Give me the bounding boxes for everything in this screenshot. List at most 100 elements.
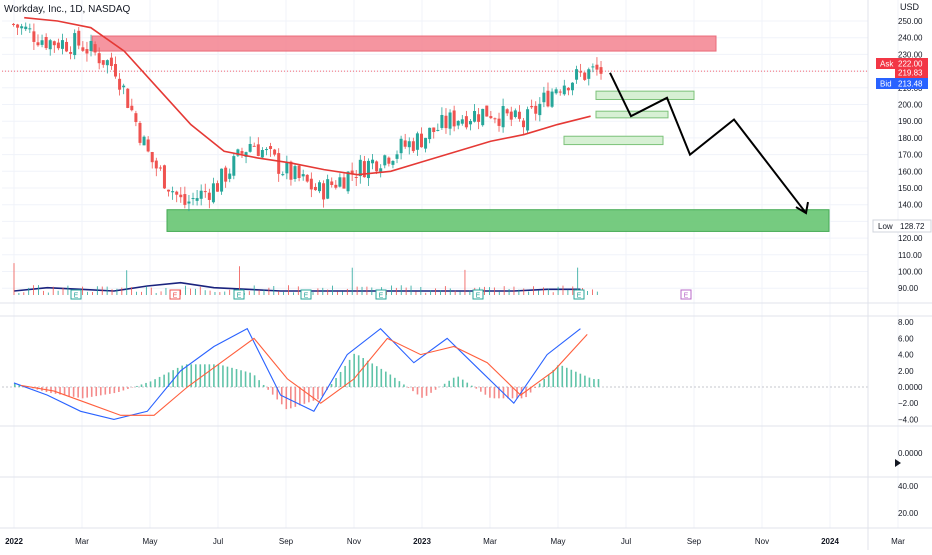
resistance-zone bbox=[92, 36, 716, 51]
candle-body bbox=[90, 41, 93, 51]
candle-body bbox=[408, 141, 411, 147]
candle-body bbox=[347, 172, 350, 192]
earnings-marker-label: E bbox=[74, 293, 79, 300]
macd-tick-label: 0.0000 bbox=[898, 383, 923, 392]
candle-body bbox=[53, 41, 56, 45]
candle-body bbox=[559, 92, 562, 93]
candle-body bbox=[45, 37, 48, 48]
candle-body bbox=[147, 139, 150, 151]
candle-body bbox=[265, 149, 268, 150]
macd-histogram-bar bbox=[417, 387, 419, 394]
macd-histogram-bar bbox=[489, 387, 491, 398]
earnings-marker-label: E bbox=[577, 293, 582, 300]
candle-body bbox=[416, 133, 419, 149]
macd-histogram-bar bbox=[258, 380, 260, 387]
candle-body bbox=[461, 119, 464, 123]
candle-body bbox=[567, 88, 570, 90]
price-tick-label: 190.00 bbox=[898, 117, 923, 126]
candle-body bbox=[546, 91, 549, 107]
candle-body bbox=[449, 112, 452, 128]
macd-tick-label: 2.00 bbox=[898, 367, 914, 376]
candle-body bbox=[371, 160, 374, 164]
time-tick-label: Sep bbox=[687, 537, 702, 546]
candle-body bbox=[151, 152, 154, 162]
candle-body bbox=[65, 42, 68, 51]
macd-histogram-bar bbox=[408, 387, 410, 388]
candle-body bbox=[294, 166, 297, 179]
candle-body bbox=[342, 177, 345, 188]
candle-body bbox=[183, 194, 186, 205]
macd-histogram-bar bbox=[195, 364, 197, 387]
macd-histogram-bar bbox=[534, 387, 536, 388]
macd-histogram-bar bbox=[385, 372, 387, 387]
earnings-marker-label: E bbox=[684, 293, 689, 300]
bid-value: 213.48 bbox=[898, 80, 923, 89]
candle-body bbox=[273, 150, 276, 155]
macd-histogram-bar bbox=[598, 379, 600, 387]
macd-histogram-bar bbox=[91, 387, 93, 397]
candle-body bbox=[314, 187, 317, 190]
macd-histogram-bar bbox=[494, 387, 496, 398]
time-tick-label: Mar bbox=[75, 537, 89, 546]
candle-body bbox=[20, 26, 23, 28]
macd-histogram-bar bbox=[362, 358, 364, 387]
currency-label: USD bbox=[900, 2, 920, 12]
candle-body bbox=[526, 109, 529, 130]
candle-body bbox=[367, 161, 370, 178]
candle-body bbox=[253, 146, 256, 147]
candle-body bbox=[24, 27, 27, 29]
macd-histogram-bar bbox=[290, 387, 292, 408]
macd-histogram-bar bbox=[150, 381, 152, 387]
candle-body bbox=[432, 128, 435, 133]
macd-histogram-bar bbox=[462, 380, 464, 387]
candle-body bbox=[563, 86, 566, 95]
candle-body bbox=[400, 139, 403, 153]
bottom-pane-tick: 40.00 bbox=[898, 482, 919, 491]
time-tick-label: 2022 bbox=[5, 537, 23, 546]
macd-histogram-bar bbox=[154, 379, 156, 387]
price-tick-label: 200.00 bbox=[898, 101, 923, 110]
macd-histogram-bar bbox=[453, 378, 455, 387]
candle-body bbox=[69, 52, 72, 54]
macd-histogram-bar bbox=[421, 387, 423, 398]
candle-body bbox=[412, 141, 415, 151]
macd-histogram-bar bbox=[304, 387, 306, 404]
candle-body bbox=[61, 40, 64, 49]
candle-body bbox=[481, 109, 484, 125]
candle-body bbox=[587, 69, 590, 79]
macd-tick-label: 8.00 bbox=[898, 318, 914, 327]
candle-body bbox=[551, 92, 554, 107]
macd-histogram-bar bbox=[141, 384, 143, 387]
macd-histogram-bar bbox=[353, 354, 355, 387]
candle-body bbox=[534, 106, 537, 114]
candle-body bbox=[600, 67, 603, 74]
candle-body bbox=[98, 53, 101, 63]
earnings-marker-label: E bbox=[173, 293, 178, 300]
candle-body bbox=[81, 47, 84, 51]
macd-histogram-bar bbox=[435, 387, 437, 390]
candle-body bbox=[383, 155, 386, 165]
macd-histogram-bar bbox=[476, 387, 478, 389]
price-tick-label: 160.00 bbox=[898, 167, 923, 176]
target-box bbox=[596, 111, 668, 118]
macd-histogram-bar bbox=[14, 384, 16, 387]
macd-histogram-bar bbox=[412, 387, 414, 391]
macd-histogram-bar bbox=[204, 364, 206, 387]
candle-body bbox=[440, 115, 443, 128]
macd-histogram-bar bbox=[371, 363, 373, 387]
candle-body bbox=[192, 198, 195, 199]
macd-histogram-bar bbox=[109, 387, 111, 394]
macd-histogram-bar bbox=[236, 369, 238, 387]
candle-body bbox=[465, 116, 468, 127]
candle-body bbox=[387, 158, 390, 164]
macd-histogram-bar bbox=[394, 378, 396, 387]
candle-body bbox=[187, 202, 190, 204]
candle-body bbox=[102, 60, 105, 65]
support-zone bbox=[167, 210, 829, 232]
candle-body bbox=[583, 73, 586, 80]
macd-histogram-bar bbox=[344, 366, 346, 387]
candle-body bbox=[261, 150, 264, 157]
macd-histogram-bar bbox=[480, 387, 482, 392]
